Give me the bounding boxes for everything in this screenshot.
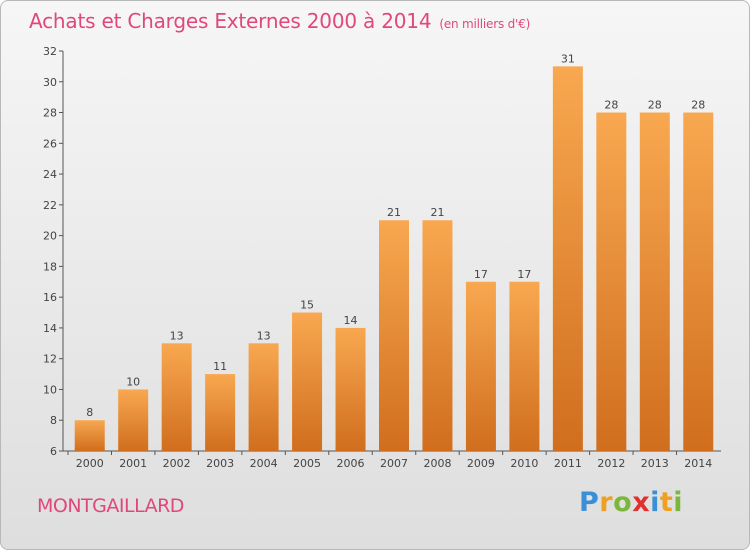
data-label: 28 xyxy=(604,99,618,112)
data-label: 28 xyxy=(648,99,662,112)
chart-title-block: Achats et Charges Externes 2000 à 2014 (e… xyxy=(29,9,530,33)
bar xyxy=(74,420,105,451)
x-tick-label: 2005 xyxy=(293,457,321,470)
x-tick-label: 2003 xyxy=(206,457,234,470)
data-label: 21 xyxy=(387,206,401,219)
y-tick-label: 26 xyxy=(43,137,57,150)
logo-letter: x xyxy=(632,487,651,518)
y-tick-label: 12 xyxy=(43,353,57,366)
y-tick-label: 20 xyxy=(43,230,57,243)
bar xyxy=(683,112,714,452)
data-label: 13 xyxy=(257,329,271,342)
x-tick-label: 2000 xyxy=(76,457,104,470)
bar xyxy=(379,220,409,451)
y-tick-label: 30 xyxy=(43,76,57,89)
y-tick-label: 16 xyxy=(43,291,57,304)
x-tick-label: 2008 xyxy=(423,457,451,470)
bar xyxy=(292,312,323,451)
bar xyxy=(465,281,496,451)
x-tick-label: 2011 xyxy=(554,457,582,470)
bar xyxy=(335,327,366,451)
data-label: 21 xyxy=(430,206,444,219)
y-tick-label: 14 xyxy=(43,322,57,335)
x-tick-label: 2009 xyxy=(467,457,495,470)
logo-letter: P xyxy=(579,487,600,518)
bars xyxy=(74,66,714,452)
logo-letter: o xyxy=(613,487,633,518)
data-label: 31 xyxy=(561,52,575,65)
axes: 6 8 10 12 14 16 18 20 22 24 26 28 30 32 xyxy=(43,45,721,458)
y-tick-label: 6 xyxy=(50,445,57,458)
bar xyxy=(205,374,236,451)
data-label: 8 xyxy=(86,406,93,419)
x-tick-label: 2014 xyxy=(684,457,712,470)
data-label: 11 xyxy=(213,360,227,373)
logo-letter: i xyxy=(673,487,684,518)
y-tick-label: 18 xyxy=(43,260,57,273)
logo-letter: r xyxy=(599,487,614,518)
bar xyxy=(248,343,279,451)
x-tick-label: 2010 xyxy=(510,457,538,470)
bar xyxy=(161,343,192,451)
x-tick-label: 2013 xyxy=(641,457,669,470)
y-tick-label: 32 xyxy=(43,45,57,58)
y-tick-label: 22 xyxy=(43,199,57,212)
place-name: MONTGAILLARD xyxy=(37,495,184,517)
y-tick-label: 28 xyxy=(43,107,57,120)
data-label: 15 xyxy=(300,299,314,312)
y-tick-label: 24 xyxy=(43,168,57,181)
data-label: 10 xyxy=(126,375,140,388)
x-tick-label: 2001 xyxy=(119,457,147,470)
bar xyxy=(596,112,627,452)
bar xyxy=(639,112,670,452)
data-label: 28 xyxy=(691,99,705,112)
data-label: 17 xyxy=(517,268,531,281)
x-tick-label: 2012 xyxy=(597,457,625,470)
x-tick-label: 2002 xyxy=(163,457,191,470)
data-label: 13 xyxy=(170,329,184,342)
chart-title: Achats et Charges Externes 2000 à 2014 xyxy=(29,9,432,33)
x-tick-label: 2004 xyxy=(250,457,278,470)
y-tick-label: 8 xyxy=(50,414,57,427)
y-tick-label: 10 xyxy=(43,383,57,396)
data-label: 17 xyxy=(474,268,488,281)
bar xyxy=(509,281,540,451)
bar xyxy=(552,66,583,451)
data-label: 14 xyxy=(344,314,358,327)
logo-letter: i xyxy=(650,487,660,518)
x-tick-label: 2007 xyxy=(380,457,408,470)
chart-subtitle: (en milliers d'€) xyxy=(439,17,531,31)
bar xyxy=(118,389,149,451)
x-tick-label: 2006 xyxy=(337,457,365,470)
proxiti-logo[interactable]: Proxiti xyxy=(579,487,683,518)
labels: 2000 8 2001 10 2002 13 2003 11 2004 13 2005 15 2006 1… xyxy=(76,52,713,470)
bar xyxy=(422,220,453,451)
logo-letter: t xyxy=(659,487,674,518)
